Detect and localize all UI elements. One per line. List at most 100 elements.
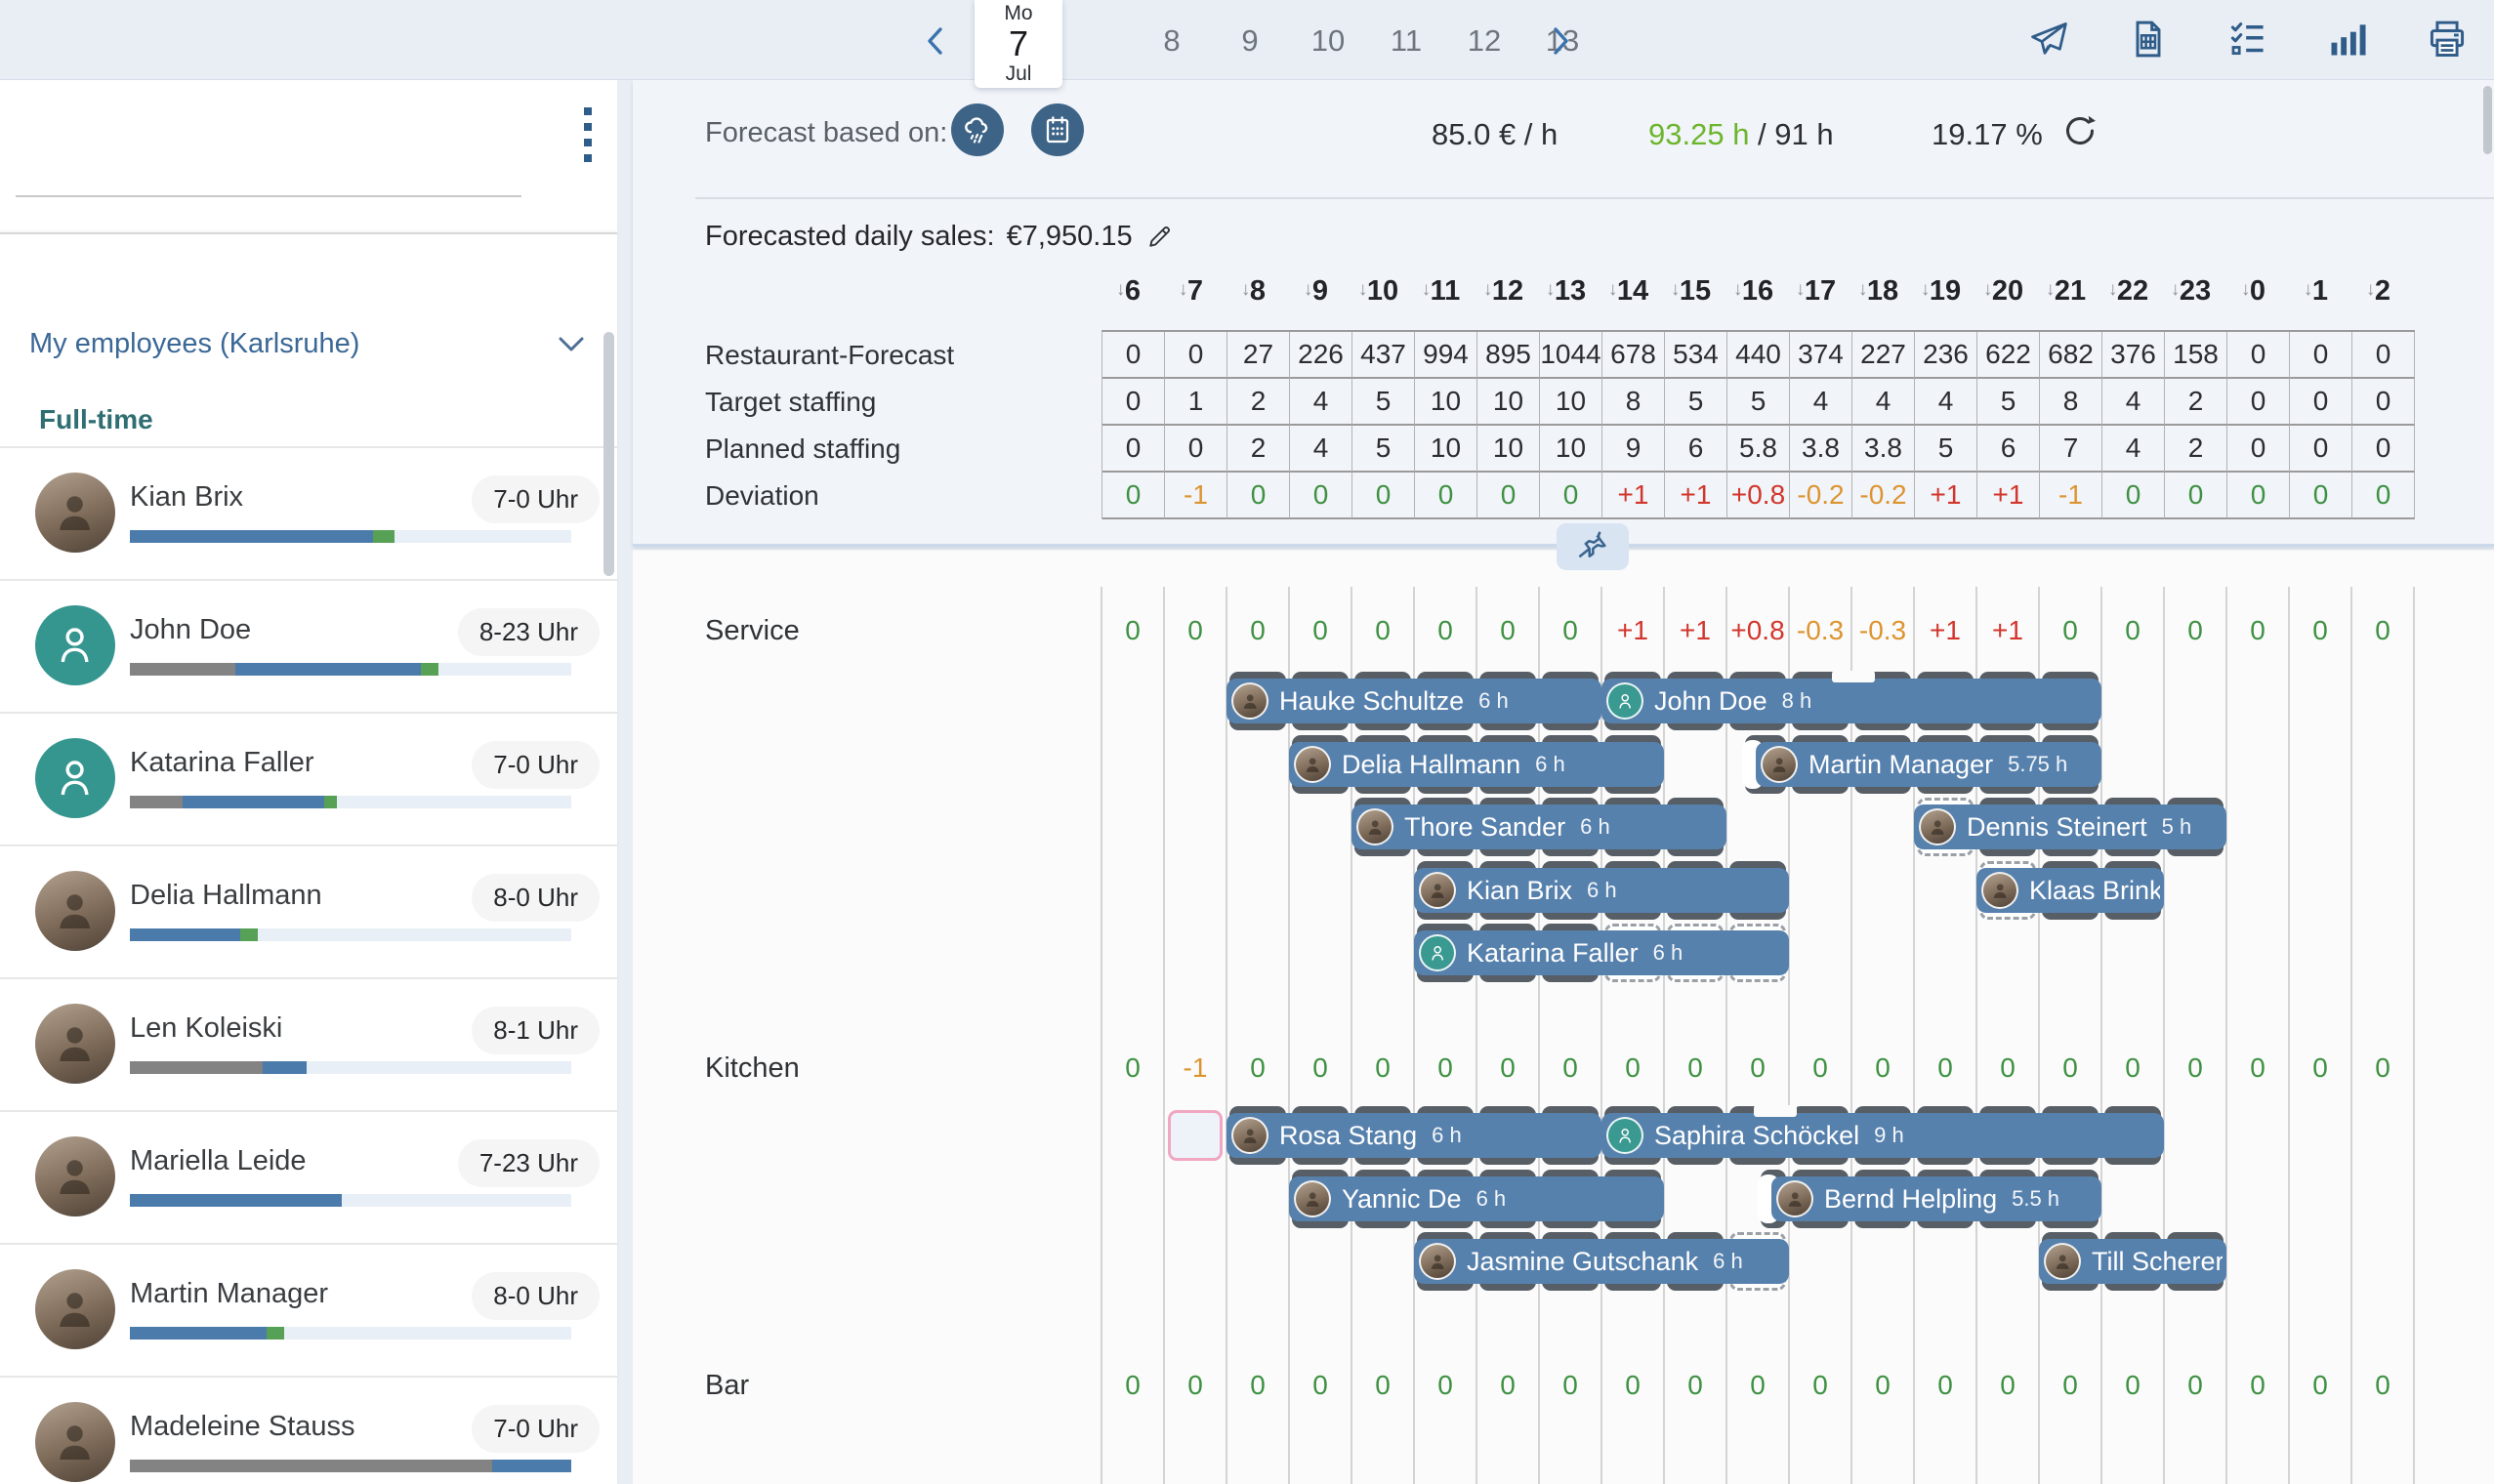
day-tab-9[interactable]: 9	[1241, 23, 1259, 58]
adjust-hour-icon[interactable]: ↓	[2170, 279, 2181, 300]
hour-header-9[interactable]: 9 ↓	[1289, 275, 1351, 308]
adjust-hour-icon[interactable]: ↓	[1421, 279, 1432, 300]
shift-bar[interactable]: Katarina Faller 6 h	[1414, 924, 1789, 982]
table-cell: 9	[1602, 426, 1665, 473]
adjust-hour-icon[interactable]: ↓	[1920, 279, 1931, 300]
adjust-hour-icon[interactable]: ↓	[2365, 279, 2376, 300]
shift-bar[interactable]: Hauke Schultze 6 h	[1226, 672, 1601, 730]
kebab-menu-icon[interactable]	[584, 107, 594, 164]
adjust-hour-icon[interactable]: ↓	[1857, 279, 1868, 300]
shift-bar[interactable]: John Doe 8 h	[1601, 671, 2101, 730]
shift-bar[interactable]: Bernd Helpling 5.5 h	[1758, 1170, 2101, 1228]
hour-header-18[interactable]: 18 ↓	[1851, 275, 1914, 308]
bar-chart-icon[interactable]	[2326, 18, 2369, 61]
employee-row[interactable]: Delia Hallmann 8-0 Uhr	[0, 846, 617, 979]
hour-header-13[interactable]: 13 ↓	[1539, 275, 1601, 308]
shift-bar[interactable]: Rosa Stang 6 h	[1226, 1106, 1601, 1165]
employee-row[interactable]: Kian Brix 7-0 Uhr	[0, 448, 617, 581]
adjust-hour-icon[interactable]: ↓	[2303, 279, 2313, 300]
shift-bar[interactable]: Jasmine Gutschank 6 h	[1414, 1232, 1789, 1291]
adjust-hour-icon[interactable]: ↓	[1732, 279, 1743, 300]
adjust-hour-icon[interactable]: ↓	[1240, 279, 1251, 300]
gridline	[1163, 587, 1165, 1484]
adjust-hour-icon[interactable]: ↓	[1607, 279, 1618, 300]
shift-bar[interactable]: Thore Sander 6 h	[1351, 798, 1726, 856]
employee-row[interactable]: Mariella Leide 7-23 Uhr	[0, 1112, 617, 1245]
deviation-value: -1	[1183, 1052, 1208, 1083]
day-tab-10[interactable]: 10	[1310, 23, 1346, 58]
hour-header-15[interactable]: 15 ↓	[1664, 275, 1726, 308]
checklist-icon[interactable]	[2226, 18, 2269, 61]
hour-header-16[interactable]: 16 ↓	[1726, 275, 1789, 308]
adjust-hour-icon[interactable]: ↓	[1670, 279, 1681, 300]
hour-header-12[interactable]: 12 ↓	[1476, 275, 1539, 308]
hour-header-10[interactable]: 10 ↓	[1351, 275, 1414, 308]
adjust-hour-icon[interactable]: ↓	[1795, 279, 1806, 300]
hour-header-1[interactable]: 1 ↓	[2289, 275, 2351, 308]
day-tab-12[interactable]: 12	[1467, 23, 1502, 58]
hour-header-0[interactable]: 0 ↓	[2226, 275, 2289, 308]
hour-header-8[interactable]: 8 ↓	[1226, 275, 1289, 308]
shift-employee-name: Rosa Stang	[1279, 1120, 1418, 1150]
weather-forecast-icon[interactable]	[951, 103, 1004, 156]
day-tab-8[interactable]: 8	[1163, 23, 1181, 58]
pin-button[interactable]	[1557, 523, 1629, 570]
employee-row[interactable]: John Doe 8-23 Uhr	[0, 581, 617, 714]
shift-content: Delia Hallmann 6 h	[1294, 742, 1660, 787]
day-tab-13[interactable]: 13	[1545, 23, 1580, 58]
shift-content: Saphira Schöckel 9 h	[1606, 1113, 2160, 1158]
section-label-service: Service	[705, 615, 800, 646]
open-shift-slot[interactable]	[1168, 1110, 1223, 1161]
shift-bar[interactable]: Delia Hallmann 6 h	[1289, 735, 1664, 794]
hour-header-11[interactable]: 11 ↓	[1414, 275, 1476, 308]
employee-row[interactable]: Len Koleiski 8-1 Uhr	[0, 979, 617, 1112]
day-tab-11[interactable]: 11	[1390, 23, 1423, 58]
hour-header-6[interactable]: 6 ↓	[1102, 275, 1164, 308]
adjust-hour-icon[interactable]: ↓	[1545, 279, 1556, 300]
edit-pencil-icon[interactable]	[1144, 223, 1174, 252]
hour-header-22[interactable]: 22 ↓	[2101, 275, 2164, 308]
employee-row[interactable]: Katarina Faller 7-0 Uhr	[0, 714, 617, 846]
adjust-hour-icon[interactable]: ↓	[1982, 279, 1993, 300]
shift-bar[interactable]: Till Scherer	[2039, 1232, 2226, 1291]
hour-header-14[interactable]: 14 ↓	[1601, 275, 1664, 308]
employee-row[interactable]: Martin Manager 8-0 Uhr	[0, 1245, 617, 1378]
table-cell: 1044	[1540, 332, 1602, 379]
chevron-down-icon[interactable]	[555, 332, 588, 355]
hour-header-23[interactable]: 23 ↓	[2164, 275, 2226, 308]
employee-row[interactable]: Madeleine Stauss 7-0 Uhr	[0, 1378, 617, 1484]
shift-bar[interactable]: Yannic De 6 h	[1289, 1170, 1664, 1228]
adjust-hour-icon[interactable]: ↓	[1178, 279, 1188, 300]
next-day-icon[interactable]	[1541, 21, 1580, 61]
shift-bar[interactable]: Klaas Brinkr	[1976, 861, 2164, 920]
adjust-hour-icon[interactable]: ↓	[2107, 279, 2118, 300]
main-scrollbar[interactable]	[2483, 86, 2492, 154]
adjust-hour-icon[interactable]: ↓	[1357, 279, 1368, 300]
hour-header-17[interactable]: 17 ↓	[1789, 275, 1851, 308]
print-icon[interactable]	[2426, 18, 2469, 61]
adjust-hour-icon[interactable]: ↓	[1482, 279, 1493, 300]
adjust-hour-icon[interactable]: ↓	[2240, 279, 2251, 300]
table-cell: 440	[1727, 332, 1790, 379]
hour-header-19[interactable]: 19 ↓	[1914, 275, 1976, 308]
calendar-icon[interactable]	[1031, 103, 1084, 156]
refresh-icon[interactable]	[2060, 111, 2099, 150]
adjust-hour-icon[interactable]: ↓	[1303, 279, 1313, 300]
adjust-hour-icon[interactable]: ↓	[2045, 279, 2056, 300]
shift-bar[interactable]: Dennis Steinert 5 h	[1914, 798, 2226, 856]
employee-group-dropdown[interactable]: My employees (Karlsruhe)	[29, 328, 360, 359]
sidebar-scrollbar[interactable]	[603, 332, 614, 576]
hour-header-20[interactable]: 20 ↓	[1976, 275, 2039, 308]
shift-bar[interactable]: Kian Brix 6 h	[1414, 861, 1789, 920]
shift-bar[interactable]: Martin Manager 5.75 h	[1742, 735, 2101, 794]
send-icon[interactable]	[2027, 18, 2070, 61]
export-table-icon[interactable]	[2127, 18, 2170, 61]
selected-day-tab[interactable]: Mo 7 Jul	[975, 0, 1062, 88]
hour-header-7[interactable]: 7 ↓	[1164, 275, 1226, 308]
hour-header-2[interactable]: 2 ↓	[2351, 275, 2414, 308]
hour-header-21[interactable]: 21 ↓	[2039, 275, 2101, 308]
previous-day-icon[interactable]	[916, 21, 955, 61]
adjust-hour-icon[interactable]: ↓	[1115, 279, 1126, 300]
gridline	[1288, 587, 1290, 1484]
shift-bar[interactable]: Saphira Schöckel 9 h	[1601, 1105, 2164, 1165]
